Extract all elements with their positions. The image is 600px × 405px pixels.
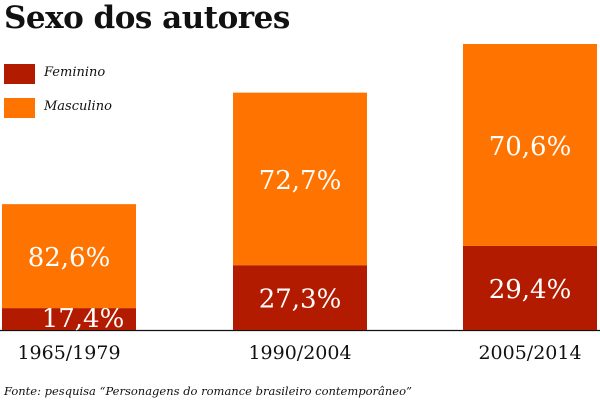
bar-segment-feminino-1 xyxy=(233,265,367,330)
data-label-feminino-1: 27,3% xyxy=(259,285,342,315)
bar-segment-masculino-0 xyxy=(2,204,136,309)
legend-label-masculino: Masculino xyxy=(44,99,112,114)
source-note: Fonte: pesquisa “Personagens do romance … xyxy=(4,384,412,398)
data-label-feminino-0: 17,4% xyxy=(42,304,125,334)
legend-label-feminino: Feminino xyxy=(44,65,106,80)
bar-segment-feminino-2 xyxy=(463,245,597,330)
data-label-masculino-0: 82,6% xyxy=(28,243,111,273)
category-label-2: 2005/2014 xyxy=(478,342,581,364)
bar-segment-masculino-2 xyxy=(463,44,597,246)
data-label-masculino-1: 72,7% xyxy=(259,166,342,196)
data-label-masculino-2: 70,6% xyxy=(489,132,572,162)
bar-segment-masculino-1 xyxy=(233,92,367,266)
bar-segment-feminino-0 xyxy=(2,308,136,330)
data-label-feminino-2: 29,4% xyxy=(489,275,572,305)
legend-swatch-feminino xyxy=(4,64,35,84)
category-label-1: 1990/2004 xyxy=(248,342,351,364)
category-label-0: 1965/1979 xyxy=(17,342,120,364)
legend-swatch-masculino xyxy=(4,98,35,118)
chart-title: Sexo dos autores xyxy=(4,0,290,36)
